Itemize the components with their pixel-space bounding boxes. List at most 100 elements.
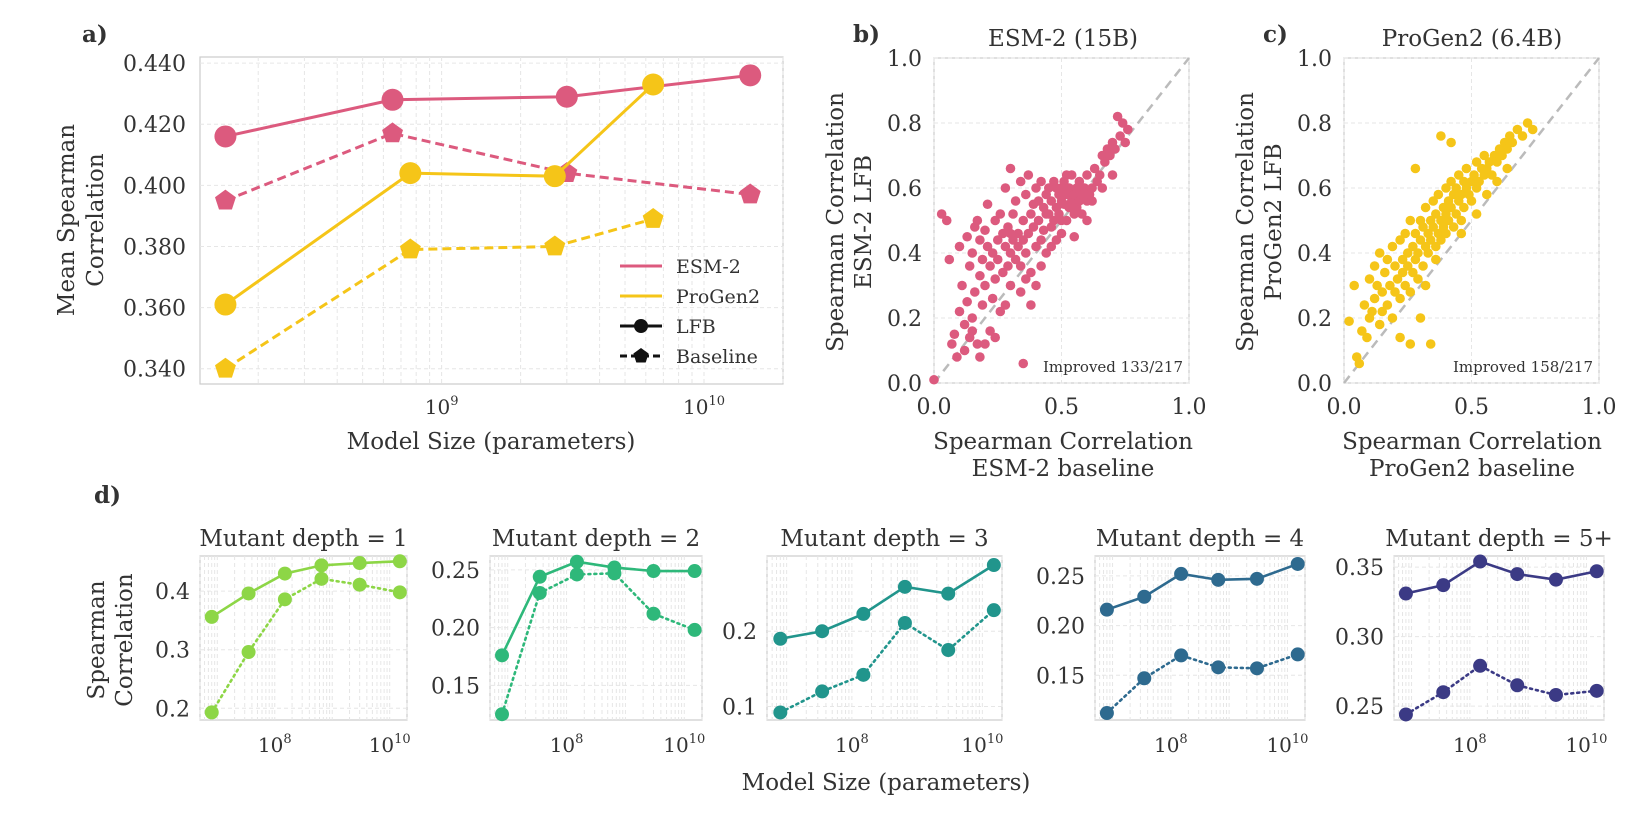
panel-a-series-line	[224, 83, 655, 306]
panel-b-scatter-point	[1013, 241, 1023, 252]
panel-c-scatter-point	[1387, 313, 1398, 323]
panel-d-ytick-label: 0.15	[1036, 664, 1085, 689]
panel-d-subplot-frame	[489, 555, 703, 721]
panel-d-subplot-depth-3: Mutant depth = 3 0.1 0.2 108 1010	[722, 526, 1003, 757]
panel-b-scatter-point	[952, 352, 962, 362]
panel-b-ytick-label: 0.8	[887, 112, 922, 137]
panel-d-subplot-title: Mutant depth = 2	[492, 526, 700, 552]
panel-b-scatter-point	[1110, 144, 1120, 154]
panel-b-scatter-point	[954, 306, 965, 317]
panel-c-scatter-point	[1405, 215, 1416, 226]
panel-d-ytick-label: 0.4	[155, 580, 190, 605]
panel-b-scatter-point	[1107, 170, 1118, 180]
panel-d-xtick-label: 1010	[1266, 732, 1308, 757]
panel-d-ytick-label: 0.20	[1036, 615, 1085, 640]
panel-a-series-line	[224, 131, 751, 203]
panel-d-subplot-frame	[1393, 555, 1605, 721]
panel-b-scatter-point	[1100, 157, 1110, 167]
panel-d-subplot-depth-4: Mutant depth = 4 0.15 0.20 0.25 108 1010	[1036, 526, 1308, 757]
panel-c-scatter-point	[1428, 196, 1439, 206]
panel-d-marker-point	[314, 571, 329, 586]
panel-c-scatter-point	[1349, 280, 1359, 291]
panel-d-ytick-label: 0.20	[431, 617, 480, 642]
panel-b-scatter-point	[957, 280, 967, 291]
panel-d-marker-point	[1099, 602, 1114, 617]
panel-d-marker-point	[856, 606, 871, 621]
panel-d-marker-point	[1174, 648, 1189, 663]
panel-label-d: d)	[94, 482, 121, 509]
panel-d-marker-point	[856, 667, 871, 682]
panel-c-xlabel-line2: ProGen2 baseline	[1369, 456, 1575, 482]
panel-b-scatter-point	[990, 332, 1000, 343]
panel-d-marker-point	[1548, 687, 1563, 702]
panel-c-scatter-point	[1408, 267, 1418, 278]
panel-c-scatter-point	[1377, 287, 1388, 297]
panel-d-marker-point	[1290, 647, 1305, 662]
panel-c-xtick-label: 0.5	[1454, 395, 1489, 420]
panel-d-subplot-title: Mutant depth = 3	[780, 526, 988, 552]
panel-c-ylabel-line1: Spearman Correlation	[1233, 92, 1259, 352]
panel-c-scatter-point	[1362, 332, 1372, 343]
panel-b-scatter-point	[1046, 241, 1057, 252]
panel-d-marker-point	[495, 707, 510, 722]
panel-b-esm2-scatter: ESM-2 (15B) 0.0 0.5 1.00.00.20.40.60.81.0 …	[823, 26, 1207, 482]
panel-b-scatter-point	[1077, 209, 1087, 219]
panel-a-marker-point	[214, 125, 237, 148]
panel-c-scatter-point	[1372, 280, 1382, 291]
panel-b-scatter-point	[967, 313, 978, 323]
panel-c-scatter-point	[1466, 196, 1477, 206]
panel-d-ytick-label: 0.15	[431, 674, 480, 699]
panel-d-marker-point	[941, 643, 956, 658]
panel-b-xlabel-line1: Spearman Correlation	[933, 429, 1193, 455]
panel-c-scatter-point	[1395, 293, 1405, 304]
panel-a-ylabel-line2: Correlation	[83, 153, 109, 287]
panel-c-scatter-point	[1395, 332, 1405, 343]
panel-b-scatter-point	[1021, 248, 1031, 258]
panel-a-xlabel: Model Size (parameters)	[347, 429, 636, 455]
panel-b-scatter-point	[980, 225, 990, 236]
panel-d-marker-point	[352, 577, 367, 592]
panel-c-scatter-point	[1471, 157, 1482, 167]
panel-d-marker-point	[1473, 554, 1488, 569]
panel-d-marker-point	[1510, 567, 1525, 582]
panel-b-scatter-point	[980, 339, 990, 349]
panel-d-series-line	[779, 608, 996, 714]
panel-d-marker-point	[495, 648, 510, 663]
panel-d-subplot-title: Mutant depth = 4	[1096, 526, 1304, 552]
panel-c-scatter-point	[1395, 235, 1405, 245]
panel-b-scatter-point	[1112, 111, 1123, 122]
panel-c-scatter-point	[1374, 248, 1385, 258]
panel-c-scatter-point	[1390, 261, 1400, 271]
panel-c-scatter-point	[1392, 274, 1403, 284]
panel-c-scatter-point	[1387, 241, 1398, 252]
panel-d-series-line	[779, 563, 996, 641]
panel-b-ytick-label: 0.0	[887, 372, 922, 397]
panel-b-scatter-point	[1036, 261, 1046, 271]
panel-d-marker-point	[1290, 556, 1305, 571]
panel-c-scatter-point	[1492, 157, 1502, 167]
panel-a-marker-point	[543, 165, 566, 188]
panel-c-scatter-point	[1446, 202, 1456, 213]
panel-c-scatter-point	[1413, 274, 1423, 284]
panel-b-scatter-point	[962, 296, 972, 307]
panel-d-series-line	[1105, 653, 1300, 715]
panel-b-scatter-point	[1015, 176, 1026, 187]
panel-d-marker-point	[1137, 589, 1152, 604]
panel-a-ytick-label: 0.440	[123, 52, 186, 77]
panel-c-scatter-point	[1512, 124, 1523, 135]
panel-b-scatter-point	[1036, 176, 1046, 187]
panel-c-scatter-point	[1382, 300, 1393, 310]
legend-esm2-label: ESM-2	[676, 256, 741, 278]
panel-d-ytick-label: 0.3	[155, 639, 190, 664]
panel-d-marker-point	[646, 606, 661, 621]
panel-d-subplot-depth-5: Mutant depth = 5+ 0.25 0.30 0.35 108 1010	[1335, 526, 1613, 757]
panel-a-mean-spearman: 0.340 0.360 0.380 0.400 0.420 0.440 109 1010 Mo…	[54, 52, 784, 455]
panel-d-marker-point	[569, 554, 584, 569]
panel-d-marker-point	[569, 567, 584, 582]
panel-c-scatter-point	[1456, 189, 1467, 200]
panel-b-scatter-point	[954, 241, 965, 252]
panel-c-scatter-point	[1484, 157, 1495, 167]
panel-b-scatter-point	[1023, 170, 1034, 180]
panel-d-marker-point	[687, 564, 702, 579]
